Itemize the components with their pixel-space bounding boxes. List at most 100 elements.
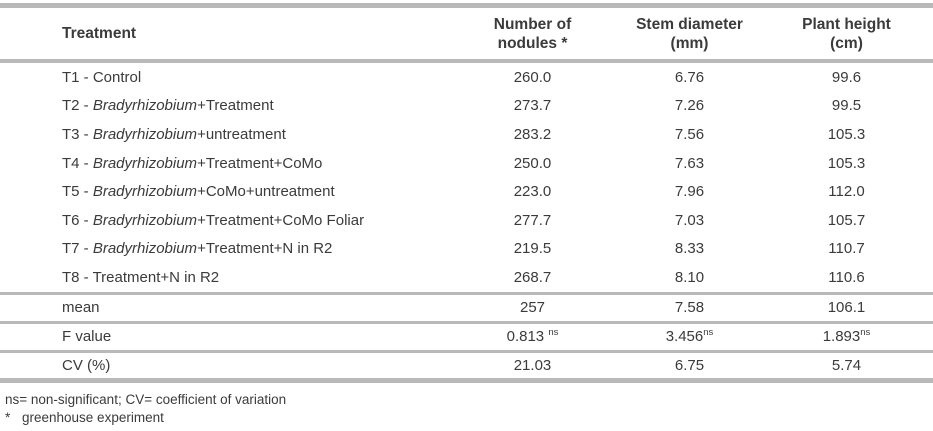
column-header-line: nodules *: [497, 34, 568, 52]
table-row: T2 - Bradyrhizobium+Treatment 273.7 7.26…: [0, 92, 933, 121]
stem-diameter-cell: 7.58: [611, 299, 768, 316]
treatment-genus-italic: Bradyrhizobium: [92, 97, 198, 115]
stat-value: 257: [519, 299, 546, 317]
column-header-line: (mm): [670, 34, 709, 52]
stem-diameter-cell: 7.26: [674, 97, 705, 115]
nodules-cell: 0.813 ns: [454, 328, 611, 345]
treatment-genus-italic: Bradyrhizobium: [92, 154, 198, 172]
stat-value: 21.03: [513, 357, 552, 374]
treatment-genus-italic: Bradyrhizobium: [92, 183, 198, 201]
column-header-line: Stem diameter: [636, 15, 743, 33]
table-bottom-border: [0, 378, 933, 384]
treatment-cell: T3 - Bradyrhizobium+untreatment: [0, 126, 454, 143]
nodules-cell: 273.7: [513, 97, 552, 115]
stat-value: 5.74: [831, 357, 862, 374]
treatment-label: T8 - Treatment+N in R2: [62, 268, 220, 286]
table-row: T4 - Bradyrhizobium+Treatment+CoMo 250.0…: [0, 149, 933, 178]
nodules-cell: 260.0: [513, 68, 552, 86]
stat-value: 7.58: [674, 299, 705, 317]
asterisk-marker: *: [5, 410, 11, 426]
treatment-cell: T2 - Bradyrhizobium+Treatment: [0, 97, 454, 114]
ns-superscript: ns: [703, 327, 714, 339]
treatment-label: T6 -: [62, 211, 93, 229]
stem-diameter-cell: 7.96: [674, 183, 705, 201]
footnote-greenhouse: * greenhouse experiment: [5, 409, 933, 427]
stat-value: 106.1: [827, 299, 866, 317]
plant-height-cell: 5.74: [768, 357, 925, 374]
table-row: T5 - Bradyrhizobium+CoMo+untreatment 223…: [0, 177, 933, 206]
column-header-plant-height: Plant height (cm): [768, 15, 925, 53]
treatment-label-suffix: +Treatment+CoMo Foliar: [197, 211, 365, 229]
treatment-label: T2 -: [62, 97, 93, 115]
treatment-genus-italic: Bradyrhizobium: [92, 211, 198, 229]
treatment-cell: T1 - Control: [0, 69, 454, 86]
treatment-cell: T4 - Bradyrhizobium+Treatment+CoMo: [0, 155, 454, 172]
footnote-ns-cv: ns= non-significant; CV= coefficient of …: [5, 392, 287, 408]
treatment-cell: T8 - Treatment+N in R2: [0, 269, 454, 286]
footnote-text: greenhouse experiment: [22, 410, 164, 426]
table-row: T8 - Treatment+N in R2 268.7 8.10 110.6: [0, 263, 933, 292]
nodules-cell: 268.7: [513, 268, 552, 286]
stem-diameter-cell: 8.10: [674, 268, 705, 286]
column-header-stem-diameter: Stem diameter (mm): [611, 15, 768, 53]
stat-value: 3.456: [665, 328, 704, 346]
treatment-label-suffix: +untreatment: [197, 125, 286, 143]
treatment-cell: T6 - Bradyrhizobium+Treatment+CoMo Folia…: [0, 212, 454, 229]
column-header-nodules: Number of nodules *: [454, 15, 611, 53]
stat-label: CV (%): [62, 357, 111, 374]
stat-label: F value: [62, 328, 112, 346]
nodules-cell: 257: [454, 299, 611, 316]
stat-value: 6.75: [674, 357, 705, 374]
column-header-line: Plant height: [802, 15, 891, 33]
stem-diameter-cell: 6.75: [611, 357, 768, 374]
table-footnotes: ns= non-significant; CV= coefficient of …: [0, 391, 933, 427]
treatment-label: T4 -: [62, 154, 93, 172]
fvalue-divider: [0, 320, 933, 324]
plant-height-cell: 99.5: [831, 97, 862, 115]
treatment-label: T1 - Control: [62, 68, 142, 86]
mean-row: mean 257 7.58 106.1: [0, 295, 933, 321]
stat-value: 1.893: [822, 328, 861, 346]
nodules-cell: 283.2: [513, 125, 552, 143]
plant-height-cell: 106.1: [768, 299, 925, 316]
table-row: T7 - Bradyrhizobium+Treatment+N in R2 21…: [0, 235, 933, 264]
treatment-genus-italic: Bradyrhizobium: [92, 240, 198, 258]
treatment-label: T7 -: [62, 240, 93, 258]
nodules-cell: 250.0: [513, 154, 552, 172]
column-header-line: Number of: [493, 15, 572, 33]
nodules-cell: 219.5: [513, 240, 552, 258]
stem-diameter-cell: 8.33: [674, 240, 705, 258]
plant-height-cell: 105.3: [827, 125, 866, 143]
stat-label: mean: [62, 299, 100, 317]
treatment-label: T5 -: [62, 183, 93, 201]
treatment-genus-italic: Bradyrhizobium: [92, 125, 198, 143]
header-divider: [0, 59, 933, 63]
nodules-cell: 21.03: [454, 357, 611, 374]
table-row: T6 - Bradyrhizobium+Treatment+CoMo Folia…: [0, 206, 933, 235]
treatment-cell: T7 - Bradyrhizobium+Treatment+N in R2: [0, 240, 454, 257]
stem-diameter-cell: 6.76: [674, 68, 705, 86]
f-value-row: F value 0.813 ns 3.456ns 1.893ns: [0, 324, 933, 350]
cv-row: CV (%) 21.03 6.75 5.74: [0, 353, 933, 379]
treatment-label-suffix: +CoMo+untreatment: [197, 183, 335, 201]
nodules-cell: 277.7: [513, 211, 552, 229]
stem-diameter-cell: 7.63: [674, 154, 705, 172]
treatment-label-suffix: +Treatment: [197, 97, 274, 115]
mean-divider: [0, 291, 933, 295]
ns-superscript: ns: [548, 327, 559, 339]
table-top-border: [0, 3, 933, 8]
treatment-label: T3 -: [62, 125, 93, 143]
plant-height-cell: 105.7: [827, 211, 866, 229]
nodules-cell: 223.0: [513, 183, 552, 201]
ns-superscript: ns: [860, 327, 871, 339]
stat-value: 0.813: [506, 328, 549, 346]
stem-diameter-cell: 3.456ns: [611, 328, 768, 345]
treatment-label-suffix: +Treatment+N in R2: [197, 240, 333, 258]
cv-divider: [0, 349, 933, 353]
plant-height-cell: 112.0: [828, 183, 865, 201]
plant-height-cell: 110.6: [828, 268, 865, 286]
column-header-line: (cm): [830, 34, 863, 52]
plant-height-cell: 105.3: [827, 154, 866, 172]
table-row: T3 - Bradyrhizobium+untreatment 283.2 7.…: [0, 120, 933, 149]
